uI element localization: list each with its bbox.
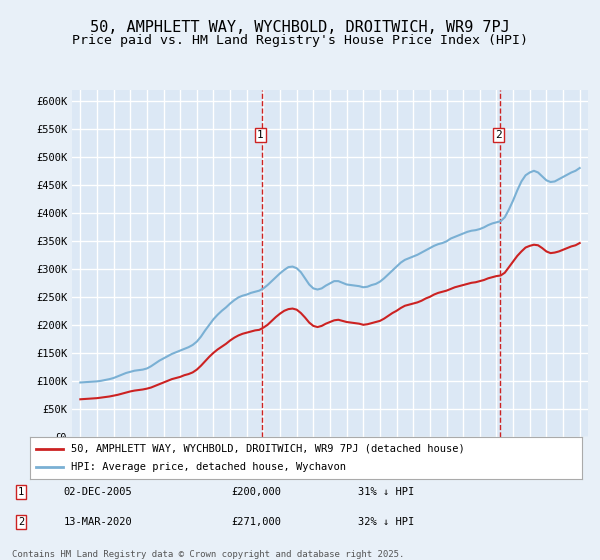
Text: 32% ↓ HPI: 32% ↓ HPI <box>358 516 414 526</box>
Text: 50, AMPHLETT WAY, WYCHBOLD, DROITWICH, WR9 7PJ (detached house): 50, AMPHLETT WAY, WYCHBOLD, DROITWICH, W… <box>71 444 465 454</box>
Text: 2: 2 <box>18 516 24 526</box>
Text: 1: 1 <box>257 130 264 140</box>
Text: 02-DEC-2005: 02-DEC-2005 <box>64 487 133 497</box>
Text: 13-MAR-2020: 13-MAR-2020 <box>64 516 133 526</box>
Text: £271,000: £271,000 <box>231 516 281 526</box>
Text: 31% ↓ HPI: 31% ↓ HPI <box>358 487 414 497</box>
Text: 2: 2 <box>495 130 502 140</box>
Text: HPI: Average price, detached house, Wychavon: HPI: Average price, detached house, Wych… <box>71 462 346 472</box>
Text: 1: 1 <box>18 487 24 497</box>
Text: £200,000: £200,000 <box>231 487 281 497</box>
Text: Price paid vs. HM Land Registry's House Price Index (HPI): Price paid vs. HM Land Registry's House … <box>72 34 528 46</box>
Text: Contains HM Land Registry data © Crown copyright and database right 2025.
This d: Contains HM Land Registry data © Crown c… <box>12 550 404 560</box>
Text: 50, AMPHLETT WAY, WYCHBOLD, DROITWICH, WR9 7PJ: 50, AMPHLETT WAY, WYCHBOLD, DROITWICH, W… <box>90 20 510 35</box>
